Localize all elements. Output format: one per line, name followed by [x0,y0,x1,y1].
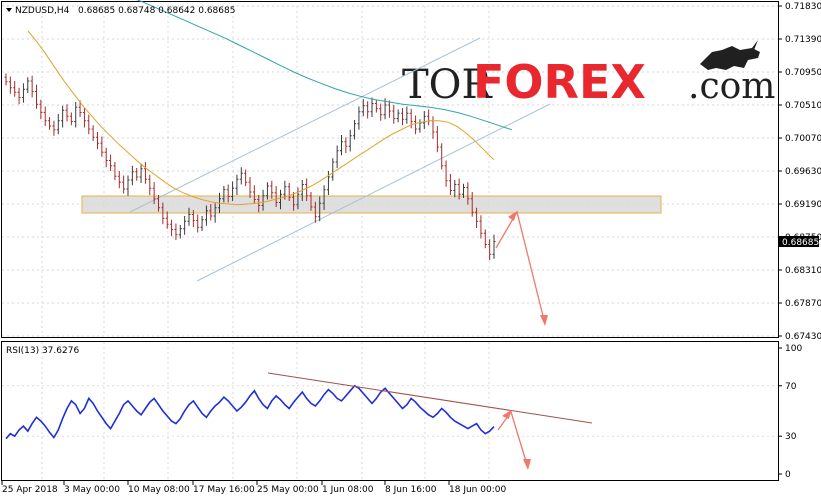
current-price-tag: 0.68685 [779,236,819,248]
main-panel-frame [1,1,779,338]
rsi-tick-label: 70 [785,382,797,392]
ma-fast-line [27,30,495,206]
price-axis-labels: 0.71830 0.71390 0.70950 0.70510 0.70070 0.696… [778,2,821,342]
rsi-axis-labels: 100 70 30 0 [778,344,802,480]
rsi-grid [2,342,778,480]
price-tick-label: 0.70950 [785,68,821,78]
rsi-tick-label: 0 [785,470,791,480]
time-axis-labels: 25 Apr 2018 3 May 00:00 10 May 08:00 17 May… [1,481,506,495]
channel-upper-line [129,37,481,213]
rsi-tick-label: 100 [785,344,802,354]
ohlc-quote: 0.68685 0.68748 0.68642 0.68685 [78,6,235,16]
rsi-forecast-arrows [497,410,531,470]
time-tick-label: 3 May 00:00 [64,485,120,495]
rsi-header: RSI(13) 37.6276 [6,346,79,356]
time-tick-label: 10 May 08:00 [128,485,190,495]
time-tick-label: 25 Apr 2018 [2,485,58,495]
price-tick-label: 0.71390 [785,35,821,45]
price-tick-label: 0.70070 [785,134,821,144]
price-tick-label: 0.70510 [785,101,821,111]
ma-slow-line [136,0,513,131]
price-tick-label: 0.67430 [785,332,821,342]
price-forecast-arrows [495,210,548,326]
price-tick-label: 0.67870 [785,299,821,309]
time-tick-label: 25 May 00:00 [257,485,319,495]
time-tick-label: 8 Jun 16:00 [385,485,437,495]
rsi-trendline [267,372,593,424]
main-header: NZDUSD,H4 0.68685 0.68748 0.68642 0.6868… [6,6,235,16]
price-tick-label: 0.68310 [785,266,821,276]
svg-text:0.68685: 0.68685 [782,238,819,248]
torforex-logo: TOR FOREX .com [402,40,775,109]
time-tick-label: 18 Jun 00:00 [449,485,506,495]
price-tick-label: 0.69190 [785,200,821,210]
svg-text:FOREX: FOREX [473,55,646,109]
price-candles [4,73,496,261]
support-zone [81,195,662,214]
symbol-timeframe: NZDUSD,H4 [15,6,70,16]
rsi-panel-frame [1,341,779,481]
time-tick-label: 17 May 16:00 [193,485,255,495]
price-tick-label: 0.71830 [785,2,821,12]
rsi-tick-label: 30 [785,432,797,442]
price-tick-label: 0.69630 [785,167,821,177]
time-tick-label: 1 Jun 08:00 [322,485,374,495]
channel-lower-line [196,103,551,282]
svg-text:.com: .com [688,66,775,107]
rsi-line [5,384,495,440]
